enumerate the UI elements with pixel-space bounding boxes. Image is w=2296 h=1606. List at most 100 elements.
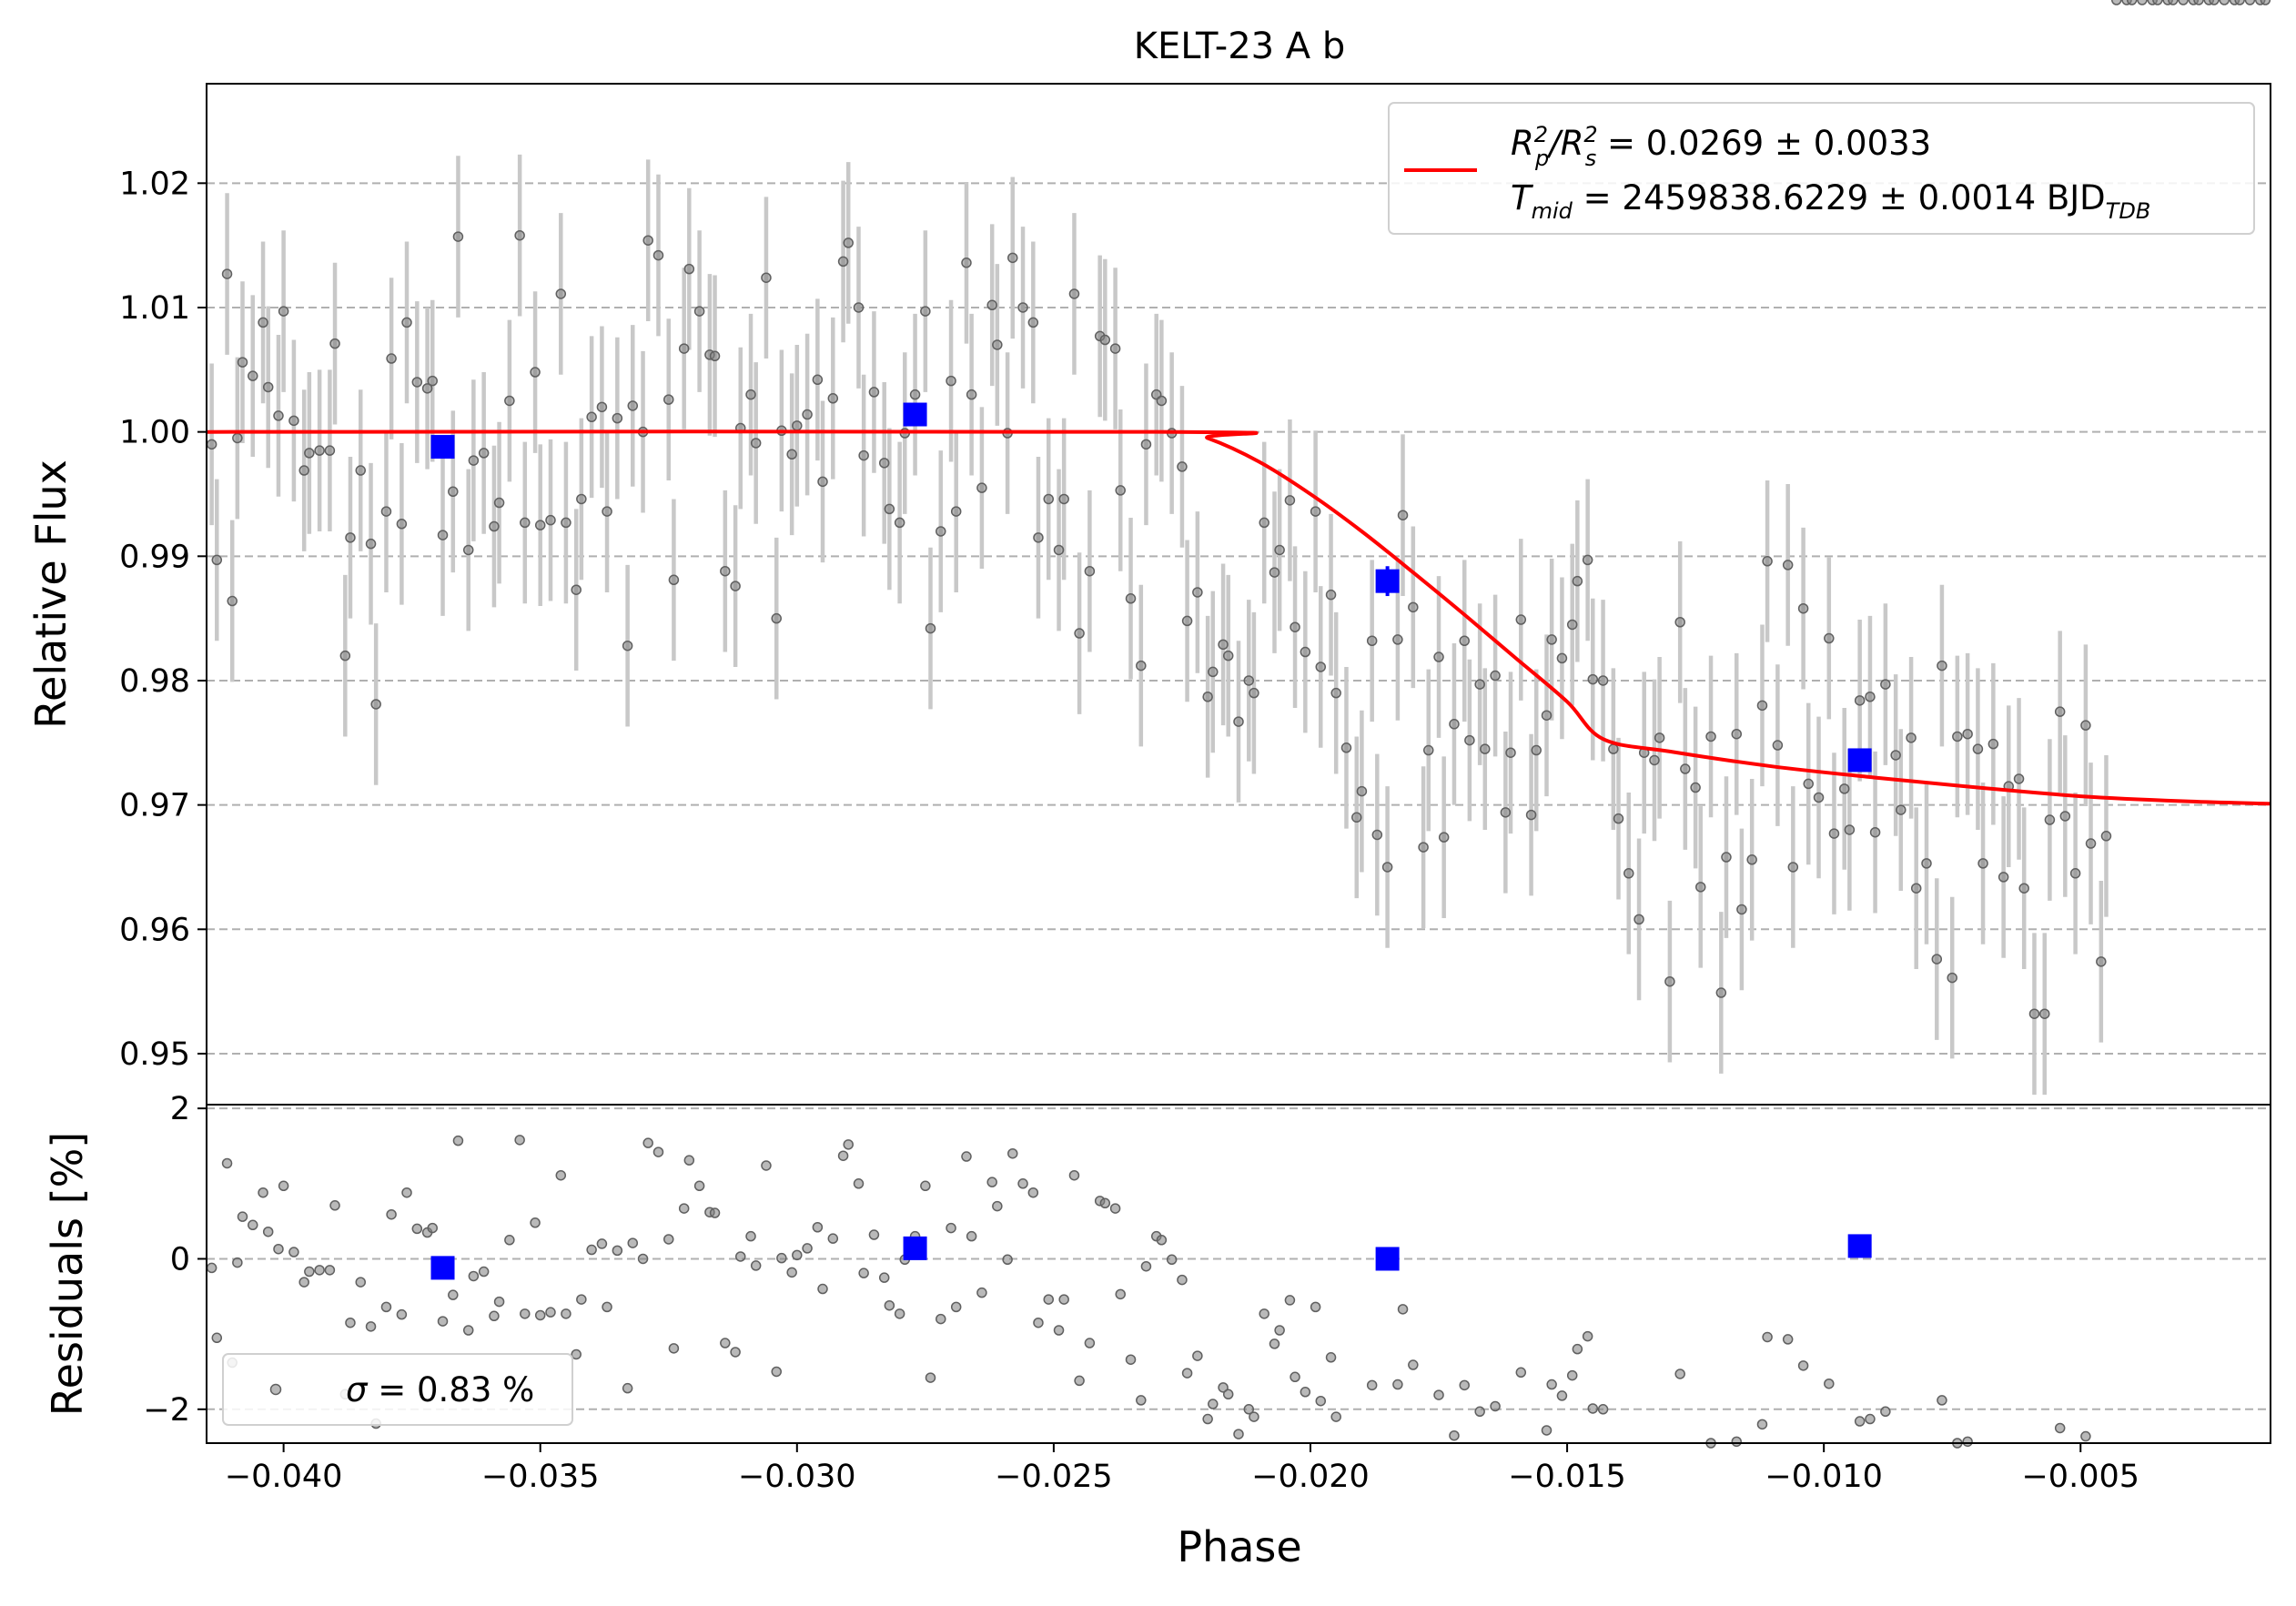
residuals-point [1136, 1395, 1147, 1406]
residuals-point [1181, 1368, 1193, 1379]
flux-point [534, 520, 546, 530]
residuals-point [817, 1283, 828, 1295]
residuals-ytick-label: 0 [170, 1241, 190, 1278]
flux-point [1947, 972, 1957, 984]
flux-point [1803, 778, 1814, 790]
residuals-point [401, 1187, 412, 1198]
flux-point [1880, 679, 1891, 690]
residuals-point [1274, 1325, 1285, 1336]
flux-point [211, 554, 223, 566]
flux-point [1772, 740, 1784, 751]
depth-sub1: p [1534, 146, 1549, 171]
flux-point [652, 249, 664, 261]
residuals-point [1017, 1178, 1028, 1189]
residuals-point [1315, 1395, 1327, 1407]
flux-point [1459, 635, 1470, 646]
flux-point [1962, 728, 1973, 740]
residuals-point [843, 1139, 854, 1150]
residuals-point [678, 1203, 690, 1214]
flux-point [730, 581, 741, 591]
flux-point [437, 530, 449, 540]
flux-point [1505, 747, 1516, 758]
residuals-point [530, 1217, 541, 1228]
flux-point [1998, 872, 2009, 883]
x-tick-label: −0.005 [2021, 1459, 2139, 1495]
flux-point [1438, 832, 1450, 843]
flux-binned-point [1847, 748, 1872, 773]
flux-point [936, 526, 946, 537]
tmid-value: = 2459838.6229 ± 0.0014 BJD [1573, 178, 2106, 217]
flux-point [273, 410, 284, 421]
residuals-point [1731, 1436, 1743, 1448]
flux-point [1474, 679, 1485, 690]
residuals-point [776, 1252, 787, 1264]
residuals-point [437, 1316, 449, 1327]
residuals-point [1587, 1403, 1599, 1414]
flux-point [1249, 687, 1259, 699]
residuals-point [1284, 1295, 1296, 1306]
flux-point [1290, 621, 1300, 632]
flux-point [427, 375, 438, 387]
residuals-point [1449, 1429, 1460, 1441]
residuals-binned [430, 1234, 1872, 1280]
residuals-point [1325, 1352, 1337, 1363]
residuals-point [950, 1301, 962, 1313]
flux-point [365, 538, 377, 550]
residuals-point [1937, 1395, 1947, 1406]
residuals-point [1366, 1379, 1378, 1391]
flux-point [771, 612, 782, 624]
flux-point [2096, 956, 2107, 967]
flux-point [1937, 660, 1947, 672]
flux-point [792, 420, 803, 431]
flux-point [2044, 814, 2056, 825]
flux-yticks: 0.95 0.96 0.97 0.98 0.99 1.00 1.01 1.02 [119, 166, 207, 1073]
residuals-point [734, 1251, 746, 1262]
flux-point [514, 229, 525, 241]
flux-point [2234, 0, 2245, 5]
flux-point [858, 449, 869, 461]
flux-point [380, 506, 392, 517]
residuals-point [1192, 1350, 1203, 1361]
residuals-point [448, 1289, 459, 1300]
flux-point [258, 317, 268, 328]
residuals-point [1166, 1254, 1178, 1266]
x-tick-label: −0.035 [481, 1459, 600, 1495]
residuals-point [884, 1299, 895, 1311]
flux-point [324, 445, 336, 456]
residuals-point [642, 1137, 653, 1148]
residuals-point [1797, 1360, 1809, 1371]
flux-point [1300, 646, 1311, 658]
flux-point [2013, 773, 2025, 784]
flux-point [1921, 858, 1932, 869]
residuals-point [1556, 1390, 1568, 1401]
flux-point [1017, 302, 1028, 313]
residuals-point [1115, 1288, 1126, 1300]
residuals-yticks: −2 0 2 [143, 1091, 207, 1429]
flux-point [2219, 0, 2230, 5]
residuals-point [986, 1177, 997, 1187]
flux-point [2244, 0, 2256, 5]
residuals-point [571, 1348, 582, 1360]
residuals-point [792, 1249, 803, 1261]
flux-point [663, 394, 674, 405]
residuals-point [1824, 1378, 1835, 1389]
flux-point [329, 338, 340, 349]
flux-point [1274, 544, 1285, 556]
flux-point [2126, 0, 2138, 5]
residuals-point [1515, 1367, 1527, 1379]
flux-point [1715, 987, 1727, 998]
tmid-t: T [1511, 178, 1533, 217]
flux-point [693, 306, 705, 317]
residuals-point [1674, 1369, 1685, 1379]
flux-point [1633, 914, 1644, 925]
flux-point [1828, 828, 1840, 839]
residuals-point [514, 1135, 525, 1146]
flux-point [355, 465, 367, 476]
residuals-point [427, 1222, 438, 1234]
flux-legend-depth: R2 p/R2 s = 0.0269 ± 0.0033 [1511, 122, 1931, 171]
flux-point [950, 506, 962, 517]
residuals-point [637, 1253, 649, 1265]
residuals-point [304, 1266, 315, 1278]
flux-point [2085, 838, 2097, 849]
